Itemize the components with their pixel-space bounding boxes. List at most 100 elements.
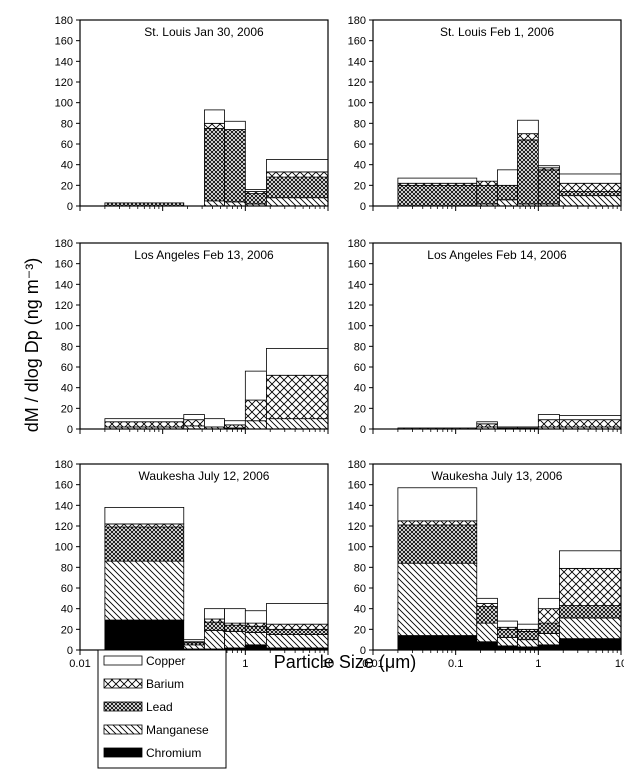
y-tick-label: 160	[348, 480, 366, 492]
bar-segment-barium	[476, 603, 498, 607]
y-tick-label: 100	[348, 98, 366, 110]
plot-frame	[372, 463, 622, 651]
bar-segment-copper	[244, 610, 267, 624]
legend-label-lead: Lead	[146, 700, 173, 714]
bar-segment-barium	[244, 399, 267, 422]
plot-frame	[372, 242, 622, 430]
y-tick-label: 20	[354, 624, 366, 636]
panel-title: Los Angeles Feb 13, 2006	[134, 248, 274, 262]
legend-label-manganese: Manganese	[146, 723, 209, 737]
y-tick-label: 100	[55, 98, 73, 110]
y-tick-label: 60	[354, 139, 366, 151]
bar-segment-copper	[204, 109, 225, 124]
y-axis-label: dM / dlog Dp (ng m⁻³)	[22, 258, 42, 433]
bar-segment-barium	[476, 180, 498, 186]
bar-segment-copper	[183, 639, 205, 643]
legend-swatch-manganese	[103, 724, 143, 735]
bar-segment-lead	[244, 625, 267, 633]
legend-swatch-barium	[103, 678, 143, 689]
y-tick-label: 80	[354, 341, 366, 353]
bar-segment-lead	[397, 184, 478, 207]
bar-segment-manganese	[537, 633, 560, 646]
bar-segment-copper	[537, 597, 560, 610]
panel-title: Waukesha July 12, 2006	[139, 469, 270, 483]
y-tick-label: 80	[61, 118, 73, 130]
y-tick-label: 140	[348, 56, 366, 68]
bar-segment-manganese	[266, 418, 329, 430]
x-tick-label: 10	[322, 658, 334, 670]
bar-segment-copper	[266, 603, 329, 625]
bar-segment-copper	[497, 620, 518, 628]
bar-segment-barium	[266, 374, 329, 420]
bar-segment-chromium	[104, 619, 185, 651]
bar-segment-manganese	[266, 197, 329, 207]
y-tick-label: 120	[55, 300, 73, 312]
legend-swatch-lead	[103, 701, 143, 712]
y-tick-label: 140	[55, 279, 73, 291]
bar-segment-manganese	[204, 629, 225, 650]
y-tick-label: 100	[55, 542, 73, 554]
bar-segment-copper	[559, 173, 622, 184]
y-tick-label: 100	[55, 321, 73, 333]
bar-segment-barium	[244, 622, 267, 627]
bar-segment-copper	[266, 159, 329, 173]
chart-panel: 0 20 40 60 80 100 120 140 160 180 Los Angeles Feb …	[55, 238, 329, 436]
y-tick-label: 160	[55, 480, 73, 492]
bar-segment-barium	[517, 133, 539, 141]
bar-stack-group	[397, 487, 622, 651]
y-tick-label: 180	[55, 238, 73, 250]
bar-segment-copper	[224, 608, 246, 624]
x-axis-label: Particle Size (μm)	[274, 652, 416, 672]
bar-segment-copper	[476, 421, 498, 425]
legend-label-barium: Barium	[146, 677, 184, 691]
y-tick-label: 120	[55, 521, 73, 533]
y-tick-label: 40	[61, 160, 73, 172]
bar-segment-barium	[559, 567, 622, 606]
y-tick-label: 40	[354, 604, 366, 616]
y-tick-label: 40	[61, 383, 73, 395]
y-tick-label: 20	[354, 403, 366, 415]
y-tick-label: 140	[55, 500, 73, 512]
bar-segment-lead	[266, 176, 329, 199]
y-tick-label: 60	[354, 583, 366, 595]
bar-segment-lead	[266, 628, 329, 635]
y-tick-label: 80	[354, 562, 366, 574]
y-tick-label: 180	[348, 238, 366, 250]
bar-segment-barium	[183, 419, 205, 427]
bar-segment-barium	[104, 421, 185, 428]
y-tick-label: 120	[55, 77, 73, 89]
y-tick-label: 20	[61, 403, 73, 415]
y-tick-label: 80	[61, 341, 73, 353]
legend: Copper Barium Lead Manganese Chromium	[97, 649, 227, 769]
y-tick-label: 100	[348, 542, 366, 554]
bar-segment-lead	[224, 129, 246, 203]
bar-segment-barium	[204, 618, 225, 623]
bar-segment-copper	[497, 169, 518, 186]
bar-segment-lead	[517, 139, 539, 205]
bar-segment-lead	[224, 624, 246, 632]
y-tick-label: 160	[348, 36, 366, 48]
bar-segment-manganese	[224, 201, 246, 207]
y-tick-label: 120	[348, 77, 366, 89]
bar-segment-lead	[244, 193, 267, 205]
bar-segment-barium	[476, 423, 498, 428]
y-tick-label: 120	[348, 521, 366, 533]
bar-segment-chromium	[559, 638, 622, 651]
bar-segment-barium	[204, 122, 225, 129]
y-tick-label: 140	[55, 56, 73, 68]
bar-segment-manganese	[476, 622, 498, 643]
bar-segment-copper	[224, 420, 246, 426]
bar-segment-chromium	[537, 644, 560, 651]
y-tick-label: 0	[360, 645, 366, 657]
panel-title: Los Angeles Feb 14, 2006	[427, 248, 567, 262]
bar-segment-copper	[204, 608, 225, 620]
bar-segment-manganese	[517, 639, 539, 648]
bar-segment-manganese	[104, 560, 185, 621]
bar-segment-chromium	[497, 645, 518, 651]
bar-segment-manganese	[204, 200, 225, 207]
bar-segment-lead	[559, 605, 622, 619]
bar-segment-manganese	[497, 199, 518, 207]
bar-segment-barium	[266, 171, 329, 178]
x-tick-label: 1	[242, 658, 248, 670]
